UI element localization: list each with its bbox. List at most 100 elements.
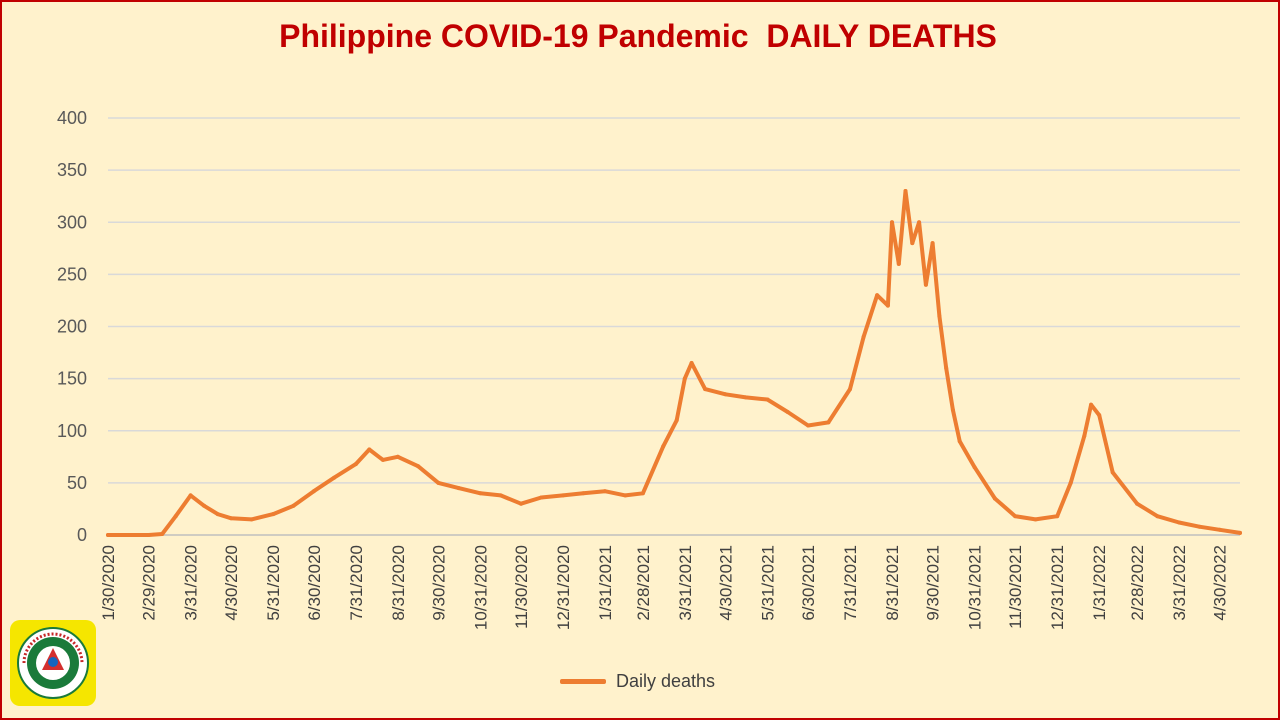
data-point [380, 457, 385, 462]
y-tick-label: 400 [57, 108, 87, 128]
data-point [623, 493, 628, 498]
data-point [202, 503, 207, 508]
x-tick-label: 4/30/2021 [716, 545, 735, 621]
y-tick-label: 50 [67, 473, 87, 493]
data-point [1238, 530, 1242, 535]
x-tick-label: 2/28/2021 [634, 545, 653, 621]
x-tick-label: 1/31/2022 [1090, 545, 1109, 621]
data-point [367, 447, 372, 452]
data-point [353, 462, 358, 467]
x-tick-label: 1/31/2021 [596, 545, 615, 621]
data-point [785, 410, 790, 414]
data-point [229, 516, 234, 521]
data-point [1068, 480, 1073, 485]
seal-icon [17, 627, 89, 699]
x-tick-label: 3/31/2022 [1170, 545, 1189, 621]
legend-line-swatch [560, 679, 606, 684]
data-point [146, 533, 151, 537]
x-tick-label: 3/31/2020 [182, 545, 201, 621]
data-point [972, 465, 977, 470]
data-point [682, 376, 687, 381]
data-point [848, 387, 852, 392]
x-tick-label: 6/30/2021 [799, 545, 818, 621]
x-tick-label: 7/31/2020 [347, 545, 366, 621]
data-point [896, 261, 901, 266]
data-point [1097, 413, 1102, 418]
data-point [910, 241, 915, 246]
x-tick-label: 11/30/2021 [1006, 545, 1025, 629]
data-point [944, 366, 949, 371]
data-point [332, 475, 337, 480]
x-tick-label: 9/30/2021 [924, 545, 943, 621]
data-point [271, 512, 276, 517]
data-point [875, 293, 880, 298]
y-tick-label: 150 [57, 369, 87, 389]
data-point [937, 314, 942, 319]
x-tick-label: 2/29/2020 [140, 545, 159, 621]
data-point [923, 282, 928, 287]
x-tick-label: 6/30/2020 [305, 545, 324, 621]
data-point [188, 493, 193, 498]
x-tick-label: 7/31/2021 [841, 545, 860, 621]
x-tick-label: 9/30/2020 [429, 545, 448, 621]
data-point [249, 517, 254, 522]
data-point [765, 397, 770, 402]
data-point [1135, 501, 1140, 506]
data-point [395, 454, 400, 459]
data-point [640, 491, 645, 496]
legend-label: Daily deaths [616, 671, 716, 691]
data-point [917, 220, 922, 225]
data-point [561, 493, 565, 498]
y-tick-label: 250 [57, 264, 87, 284]
data-point [1089, 402, 1094, 407]
data-point [689, 361, 694, 365]
x-tick-label: 10/31/2021 [966, 545, 985, 630]
data-point [1033, 517, 1038, 522]
y-tick-label: 200 [57, 317, 87, 337]
data-point [416, 464, 421, 469]
x-tick-label: 5/31/2020 [264, 545, 283, 621]
data-point [743, 395, 748, 400]
data-point [456, 486, 461, 491]
data-point [1155, 514, 1160, 519]
department-of-health-seal [10, 620, 96, 706]
data-point [957, 439, 962, 444]
data-point [436, 480, 441, 485]
data-point [1055, 514, 1060, 519]
legend: Daily deaths [560, 671, 715, 692]
data-point [106, 533, 110, 537]
y-tick-label: 300 [57, 212, 87, 232]
x-tick-label: 12/31/2020 [554, 545, 573, 630]
data-point [903, 189, 908, 193]
data-point [950, 407, 955, 412]
data-point [861, 334, 866, 339]
x-tick-label: 8/31/2020 [389, 545, 408, 621]
data-point [806, 423, 811, 428]
data-point [160, 532, 165, 536]
chart-title: Philippine COVID-19 Pandemic DAILY DEATH… [279, 18, 997, 54]
data-point [1013, 514, 1018, 519]
x-tick-label: 5/31/2021 [758, 545, 777, 621]
x-tick-label: 3/31/2021 [676, 545, 695, 621]
y-tick-label: 350 [57, 160, 87, 180]
data-point [1082, 434, 1087, 438]
y-tick-label: 100 [57, 421, 87, 441]
data-point [311, 489, 316, 494]
x-tick-label: 4/30/2020 [222, 545, 241, 621]
x-tick-label: 8/31/2021 [883, 545, 902, 621]
data-point [519, 501, 523, 506]
x-tick-label: 1/30/2020 [99, 545, 118, 621]
x-tick-label: 11/30/2020 [512, 545, 531, 629]
data-point [885, 303, 890, 308]
data-point [498, 493, 503, 498]
data-point [826, 420, 831, 425]
data-point [661, 444, 666, 449]
data-point [478, 491, 483, 496]
data-point [173, 514, 178, 519]
data-point [581, 491, 586, 496]
data-point [674, 418, 679, 423]
x-tick-label: 12/31/2021 [1048, 545, 1067, 630]
data-point [1177, 520, 1182, 525]
